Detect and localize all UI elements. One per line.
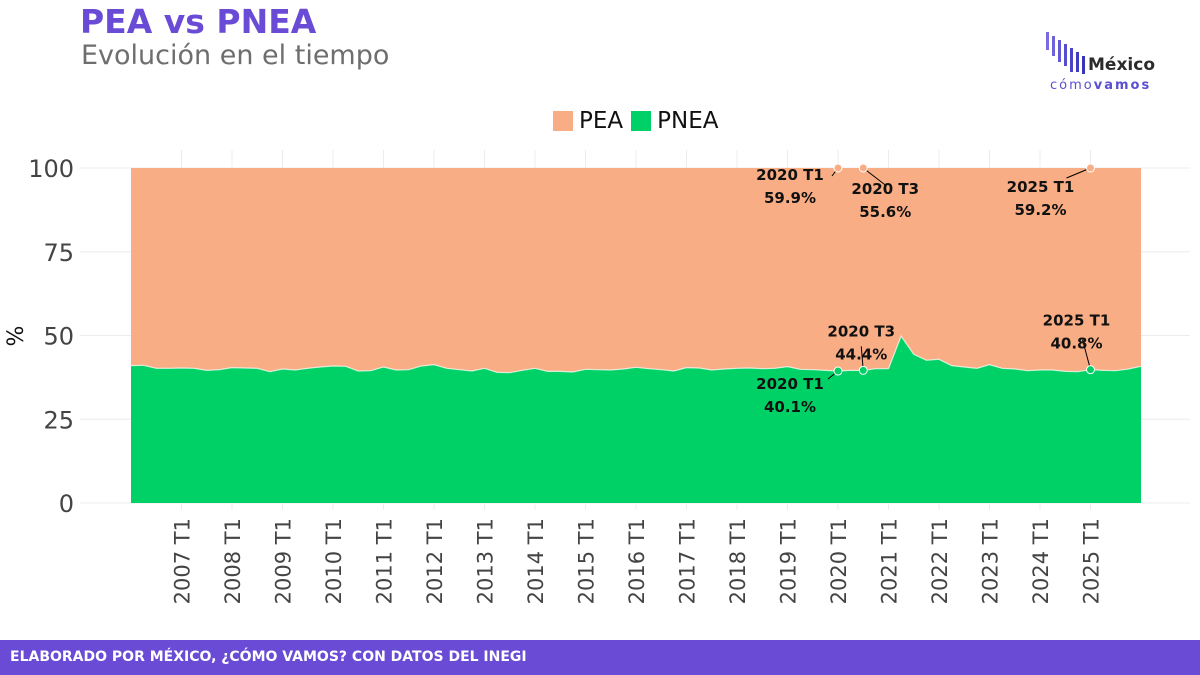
y-tick-label: 75 <box>43 239 74 267</box>
footer-bar: ELABORADO POR MÉXICO, ¿CÓMO VAMOS? CON D… <box>0 640 1200 675</box>
annotation-period-label: 2020 T1 <box>756 375 824 393</box>
x-tick-label: 2022 T1 <box>928 518 952 604</box>
footer-credit: ELABORADO POR MÉXICO, ¿CÓMO VAMOS? CON D… <box>10 649 527 665</box>
x-tick-label: 2024 T1 <box>1029 518 1053 604</box>
chart-title: PEA vs PNEA <box>80 2 317 41</box>
annotation-value-label: 40.8% <box>1050 335 1102 353</box>
annotation-value-label: 59.9% <box>764 189 816 207</box>
logo-tagline: cómovamos <box>1050 78 1151 93</box>
pea-area <box>131 168 1141 373</box>
legend-swatch-pea <box>553 111 573 131</box>
legend-swatch-pnea <box>631 111 652 131</box>
x-tick-label: 2015 T1 <box>575 518 599 604</box>
annotation-value-label: 59.2% <box>1014 201 1066 219</box>
x-tick-label: 2020 T1 <box>827 518 851 604</box>
x-tick-label: 2018 T1 <box>726 518 750 604</box>
x-tick-label: 2016 T1 <box>625 518 649 604</box>
annotation-point <box>858 163 868 173</box>
annotation-point <box>1086 365 1095 375</box>
logo-name: México <box>1088 55 1155 75</box>
y-tick-label: 50 <box>43 323 74 351</box>
area-chart: 0 25 50 75 100% 2007 T1 2008 T1 2009 T1 2010 T1 2… <box>4 150 1190 604</box>
legend-label-pnea: PNEA <box>657 108 719 134</box>
annotation-leader <box>862 167 886 186</box>
logo-bars-icon <box>1046 32 1085 74</box>
annotation-value-label: 40.1% <box>764 398 816 416</box>
stack-boundary-line <box>130 334 1142 374</box>
annotation-period-label: 2025 T1 <box>1043 312 1111 330</box>
x-tick-label: 2017 T1 <box>676 518 700 604</box>
logo-tag-light: cómo <box>1050 78 1094 93</box>
x-tick-label: 2007 T1 <box>171 518 195 604</box>
logo-tag-bold: vamos <box>1093 78 1152 93</box>
x-tick-label: 2011 T1 <box>373 518 397 604</box>
x-tick-label: 2012 T1 <box>423 518 447 604</box>
x-tick-label: 2009 T1 <box>272 518 296 604</box>
annotation-period-label: 2020 T3 <box>827 322 895 340</box>
x-tick-label: 2010 T1 <box>322 518 346 604</box>
pnea-area <box>131 336 1141 503</box>
chart-legend: PEA PNEA <box>553 108 726 134</box>
chart-subtitle: Evolución en el tiempo <box>81 40 390 71</box>
y-tick-label: 25 <box>43 406 74 434</box>
y-tick-label: 100 <box>28 155 74 183</box>
x-tick-label: 2023 T1 <box>979 518 1003 604</box>
annotation-value-label: 44.4% <box>835 345 887 363</box>
brand-logo: México cómovamos <box>1042 28 1182 100</box>
annotation-point <box>1086 163 1095 173</box>
annotation-point <box>833 366 843 376</box>
annotation-period-label: 2020 T3 <box>851 180 919 198</box>
x-tick-label: 2021 T1 <box>878 518 902 604</box>
annotation-period-label: 2025 T1 <box>1007 178 1075 196</box>
x-tick-label: 2013 T1 <box>474 518 498 604</box>
annotation-point <box>858 365 868 375</box>
x-tick-label: 2019 T1 <box>777 518 801 604</box>
x-tick-label: 2014 T1 <box>524 518 548 604</box>
annotation-leader <box>1082 339 1091 370</box>
annotation-value-label: 55.6% <box>859 203 911 221</box>
y-axis-label: % <box>4 326 29 347</box>
x-tick-label: 2008 T1 <box>221 518 245 604</box>
y-tick-label: 0 <box>59 490 74 518</box>
x-tick-label: 2025 T1 <box>1080 518 1104 604</box>
legend-label-pea: PEA <box>579 108 624 134</box>
annotation-point <box>833 163 843 173</box>
annotation-period-label: 2020 T1 <box>756 166 824 184</box>
